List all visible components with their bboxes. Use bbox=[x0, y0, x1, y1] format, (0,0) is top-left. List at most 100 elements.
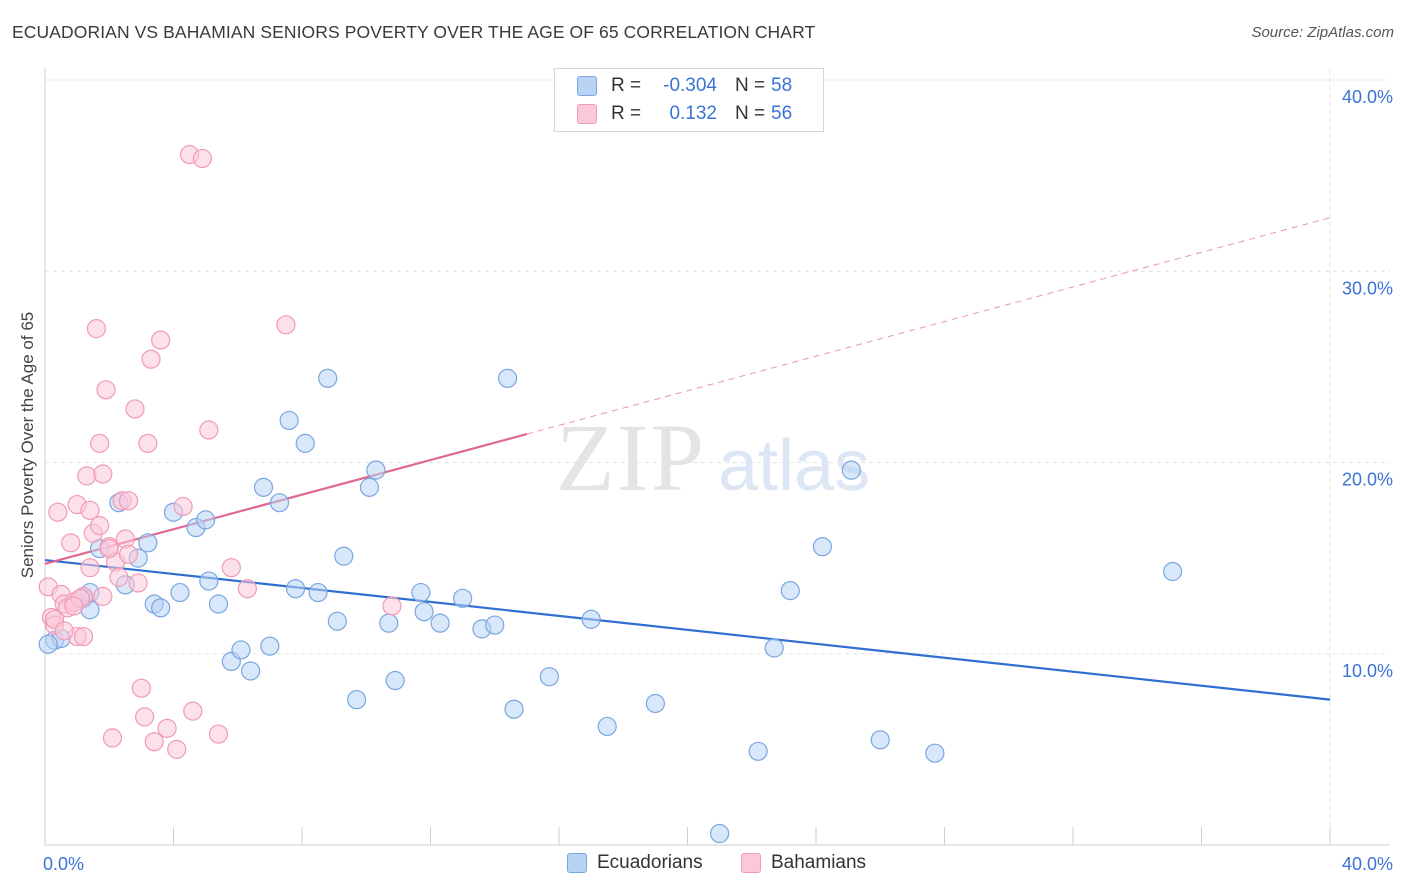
bottom-legend-bahamians: Bahamians bbox=[741, 852, 866, 874]
ecuadorian-point bbox=[430, 613, 450, 633]
bahamian-point bbox=[96, 380, 116, 400]
bottom-legend-label-ecuadorians: Ecuadorians bbox=[597, 852, 703, 873]
bahamian-point bbox=[80, 500, 100, 520]
ecuadorian-point bbox=[241, 661, 261, 681]
legend-n-value: 56 bbox=[771, 103, 793, 124]
chart-title: ECUADORIAN VS BAHAMIAN SENIORS POVERTY O… bbox=[12, 22, 816, 42]
bahamian-point bbox=[61, 533, 81, 553]
y-tick-label: 40.0% bbox=[1342, 87, 1393, 107]
ecuadorian-point bbox=[138, 533, 158, 553]
legend-n-value: 58 bbox=[771, 75, 793, 96]
ecuadorian-point bbox=[318, 368, 338, 388]
bahamian-point bbox=[382, 596, 402, 616]
data-points bbox=[38, 144, 1183, 844]
ecuadorian-point bbox=[359, 477, 380, 497]
ecuadorian-point bbox=[925, 743, 945, 763]
bahamian-point bbox=[208, 724, 229, 744]
bahamian-point bbox=[77, 466, 97, 486]
ecuadorian-point bbox=[812, 537, 833, 557]
ecuadorian-point bbox=[269, 493, 290, 513]
legend-r-label: R = bbox=[611, 75, 642, 96]
legend-r-label: R = bbox=[611, 103, 642, 124]
bahamian-point bbox=[199, 420, 219, 440]
bottom-legend-label-bahamians: Bahamians bbox=[771, 852, 867, 873]
y-tick-label: 30.0% bbox=[1342, 278, 1393, 298]
ecuadorian-point bbox=[498, 368, 518, 388]
bahamian-point bbox=[128, 573, 148, 593]
ecuadorian-point bbox=[208, 594, 229, 614]
legend-row-bahamians: R = 0.132 N = 56 bbox=[577, 101, 792, 127]
bahamian-point bbox=[118, 544, 139, 564]
ecuadorian-point bbox=[645, 693, 665, 714]
bahamian-point bbox=[125, 399, 145, 419]
y-axis-label: Seniors Poverty Over the Age of 65 bbox=[18, 311, 37, 579]
bahamian-point bbox=[221, 558, 241, 578]
bahamian-point bbox=[102, 728, 123, 748]
ecuadorian-point bbox=[539, 667, 559, 687]
ecuadorian-point bbox=[38, 634, 58, 654]
ecuadorian-point bbox=[597, 716, 617, 737]
ecuadorian-point bbox=[285, 579, 306, 599]
ecuadorian-point bbox=[347, 690, 367, 710]
ecuadorian-point bbox=[170, 582, 190, 603]
bahamian-point bbox=[93, 464, 113, 484]
bahamian-point bbox=[109, 567, 129, 587]
x-tick-label: 40.0% bbox=[1342, 854, 1393, 874]
ecuadorian-point bbox=[841, 460, 861, 480]
chart-source: Source: ZipAtlas.com bbox=[1251, 24, 1394, 41]
ecuadorian-point bbox=[764, 638, 784, 658]
bahamian-point bbox=[73, 626, 94, 647]
ecuadorian-trend-line bbox=[44, 558, 1331, 701]
bahamian-point bbox=[167, 739, 187, 759]
bahamian-point bbox=[54, 621, 74, 641]
ecuadorian-point bbox=[231, 640, 251, 660]
ecuadorian-point bbox=[748, 741, 768, 761]
ecuadorian-point bbox=[411, 582, 431, 603]
watermark: ZIP atlas bbox=[556, 404, 870, 511]
ecuadorian-point bbox=[253, 477, 274, 497]
ecuadorian-point bbox=[504, 699, 524, 719]
bahamian-point bbox=[157, 718, 177, 738]
ecuadorian-point bbox=[379, 613, 399, 633]
bahamian-point bbox=[131, 678, 151, 698]
tick-labels: 10.0% 20.0% 30.0% 40.0% 0.0% 40.0% bbox=[43, 87, 1393, 874]
ecuadorian-point bbox=[366, 460, 386, 480]
ecuadorian-point bbox=[485, 615, 505, 635]
legend-n-label: N = bbox=[735, 75, 766, 96]
bahamian-point bbox=[134, 707, 155, 727]
ecuadorian-point bbox=[327, 611, 347, 631]
bahamian-point bbox=[183, 701, 203, 721]
bahamian-point bbox=[86, 319, 107, 339]
bahamian-point bbox=[192, 148, 213, 169]
ecuadorian-point bbox=[199, 571, 219, 591]
ecuadorian-point bbox=[295, 433, 315, 453]
ecuadorian-point bbox=[581, 609, 601, 629]
legend-r-value: -0.304 bbox=[663, 75, 717, 96]
bahamian-point bbox=[173, 496, 193, 517]
ecuadorian-point bbox=[196, 510, 216, 530]
bahamian-point bbox=[144, 732, 164, 752]
bahamian-point bbox=[276, 315, 296, 335]
bahamian-point bbox=[80, 558, 100, 578]
legend-swatch-ecuadorians bbox=[577, 76, 597, 96]
bahamian-point bbox=[48, 502, 68, 522]
correlation-legend: R = -0.304 N = 58 R = 0.132 N = 56 bbox=[554, 68, 824, 132]
bahamian-point bbox=[118, 491, 139, 511]
bahamian-point bbox=[141, 349, 161, 369]
watermark-zip: ZIP bbox=[556, 404, 706, 511]
bahamian-point bbox=[138, 433, 158, 453]
ecuadorian-point bbox=[453, 588, 473, 608]
bahamian-point bbox=[64, 596, 84, 616]
ecuadorian-point bbox=[385, 670, 405, 691]
ecuadorian-point bbox=[710, 823, 730, 844]
ecuadorian-point bbox=[260, 636, 280, 656]
legend-n-label: N = bbox=[735, 103, 766, 124]
ecuadorian-point bbox=[151, 598, 171, 618]
bahamian-point bbox=[90, 516, 110, 536]
y-tick-label: 10.0% bbox=[1342, 661, 1393, 681]
ecuadorian-point bbox=[308, 582, 328, 603]
ecuadorian-point bbox=[870, 730, 890, 750]
bahamian-point bbox=[93, 586, 113, 606]
legend-row-ecuadorians: R = -0.304 N = 58 bbox=[577, 73, 792, 99]
